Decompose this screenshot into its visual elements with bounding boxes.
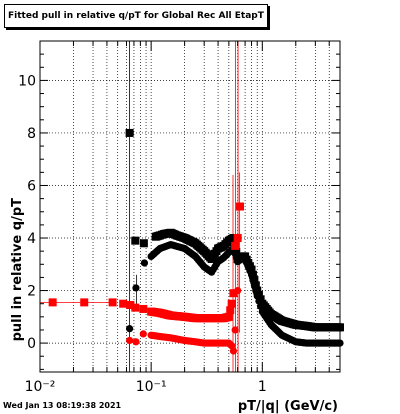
x-tick-label: 10⁻¹ <box>136 379 167 395</box>
chart-title-text: Fitted pull in relative q/pT for Global … <box>8 11 264 21</box>
y-tick-label: 10 <box>18 73 36 89</box>
data-point-circle <box>234 286 242 295</box>
data-point-square <box>224 312 233 321</box>
data-point-square <box>80 298 89 307</box>
data-point-square <box>119 299 128 308</box>
y-tick-label: 4 <box>27 231 36 247</box>
axis-ticks <box>39 40 341 372</box>
data-point-square <box>131 236 140 245</box>
y-tick-label: 8 <box>27 126 36 142</box>
series-2 <box>48 202 245 323</box>
data-point-circle <box>140 259 149 267</box>
plot-frame <box>39 40 341 373</box>
data-point-square <box>231 241 240 250</box>
y-tick-label: 0 <box>27 336 36 352</box>
data-point-square <box>126 301 135 310</box>
x-tick-labels: 10⁻² 10⁻¹ 1 <box>25 379 267 395</box>
data-point-circle <box>126 325 134 333</box>
data-point-square <box>139 239 148 248</box>
data-point-square <box>48 298 57 307</box>
y-tick-label: 2 <box>27 284 36 300</box>
y-axis-label: pull in relative q/pT <box>10 198 25 342</box>
data-point-circle <box>132 338 140 346</box>
data-point-square <box>227 299 236 308</box>
data-point-circle <box>231 326 239 334</box>
x-tick-label: 10⁻² <box>25 379 56 395</box>
data-point-circle <box>139 330 147 338</box>
datestamp: Wed Jan 13 08:19:38 2021 <box>3 401 122 410</box>
data-point-circle <box>126 336 134 345</box>
data-point-square <box>236 202 245 211</box>
data-point-square <box>139 304 148 313</box>
data-point-square <box>125 128 134 137</box>
data-point-square <box>108 298 117 307</box>
y-tick-label: 6 <box>27 178 36 194</box>
x-tick-label: 1 <box>258 379 267 395</box>
x-axis-label: pT/|q| (GeV/c) <box>238 399 338 414</box>
data-point-square <box>229 234 238 243</box>
data-point-circle <box>229 347 238 355</box>
data-point-square <box>131 303 140 312</box>
data-point-square <box>233 234 242 243</box>
series-3 <box>126 286 242 355</box>
data-point-circle <box>132 284 140 292</box>
data-point-square <box>229 289 238 298</box>
y-tick-labels: 0 2 4 6 8 10 <box>18 73 36 352</box>
chart-title: Fitted pull in relative q/pT for Global … <box>4 4 268 28</box>
data-point-square <box>226 306 235 315</box>
error-bars <box>40 41 241 372</box>
